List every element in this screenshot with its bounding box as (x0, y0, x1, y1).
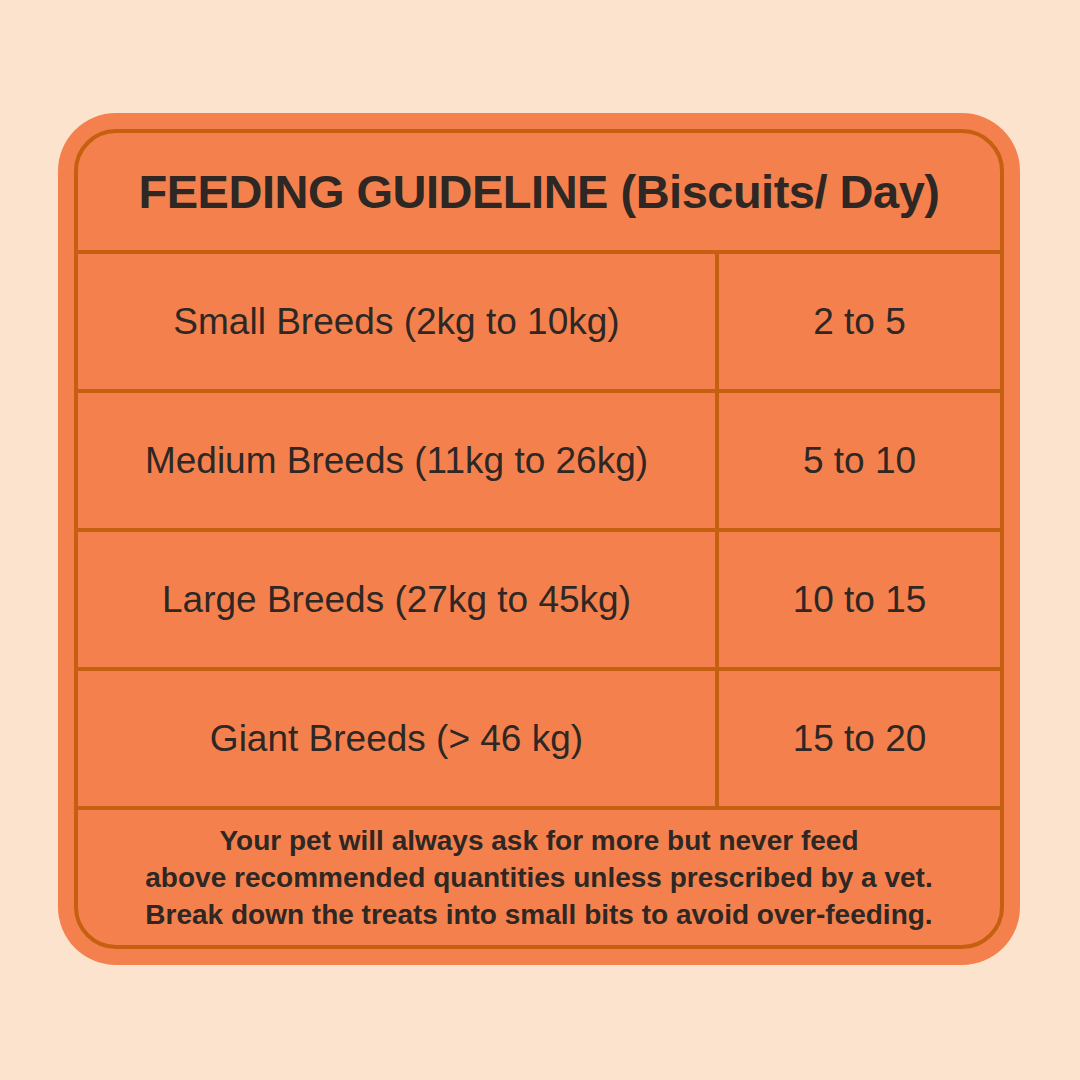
note-line: Your pet will always ask for more but ne… (219, 822, 858, 859)
feeding-guideline-table: FEEDING GUIDELINE (Biscuits/ Day) Small … (74, 129, 1004, 949)
note-line: above recommended quantities unless pres… (145, 859, 932, 896)
table-header: FEEDING GUIDELINE (Biscuits/ Day) (78, 133, 1000, 254)
table-row-large-breeds: Large Breeds (27kg to 45kg) 10 to 15 (78, 532, 1000, 671)
row-label: Medium Breeds (11kg to 26kg) (78, 393, 715, 528)
page-background: FEEDING GUIDELINE (Biscuits/ Day) Small … (0, 0, 1080, 1080)
table-row-medium-breeds: Medium Breeds (11kg to 26kg) 5 to 10 (78, 393, 1000, 532)
row-value: 15 to 20 (715, 671, 1000, 806)
row-value: 5 to 10 (715, 393, 1000, 528)
page-title: FEEDING GUIDELINE (Biscuits/ Day) (139, 164, 940, 219)
feeding-guideline-card: FEEDING GUIDELINE (Biscuits/ Day) Small … (58, 113, 1020, 965)
row-label: Giant Breeds (> 46 kg) (78, 671, 715, 806)
row-label: Small Breeds (2kg to 10kg) (78, 254, 715, 389)
row-label: Large Breeds (27kg to 45kg) (78, 532, 715, 667)
note-line: Break down the treats into small bits to… (145, 896, 932, 933)
table-row-small-breeds: Small Breeds (2kg to 10kg) 2 to 5 (78, 254, 1000, 393)
table-row-giant-breeds: Giant Breeds (> 46 kg) 15 to 20 (78, 671, 1000, 810)
row-value: 2 to 5 (715, 254, 1000, 389)
row-value: 10 to 15 (715, 532, 1000, 667)
feeding-note: Your pet will always ask for more but ne… (78, 810, 1000, 945)
